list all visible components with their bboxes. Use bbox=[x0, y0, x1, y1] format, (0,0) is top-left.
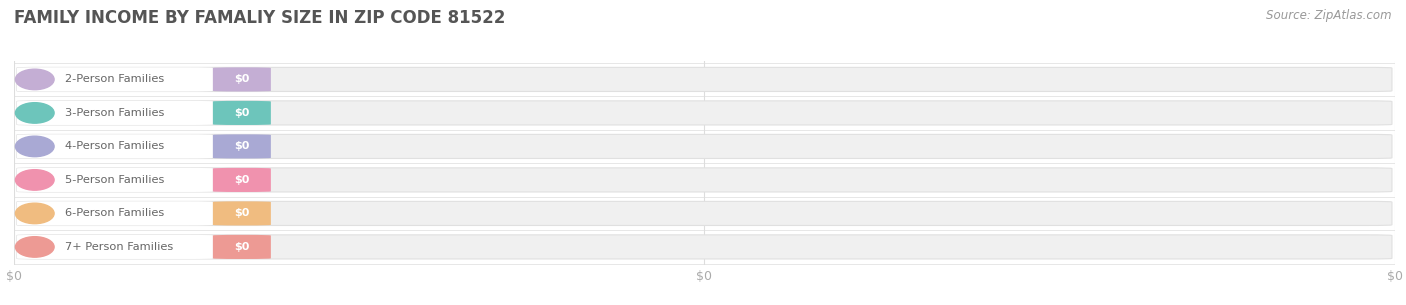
Text: Source: ZipAtlas.com: Source: ZipAtlas.com bbox=[1267, 9, 1392, 22]
Text: 4-Person Families: 4-Person Families bbox=[65, 142, 165, 151]
FancyBboxPatch shape bbox=[17, 135, 212, 159]
FancyBboxPatch shape bbox=[17, 201, 212, 225]
Text: 2-Person Families: 2-Person Families bbox=[65, 74, 165, 84]
Text: 3-Person Families: 3-Person Families bbox=[65, 108, 165, 118]
Ellipse shape bbox=[15, 103, 53, 123]
Text: $0: $0 bbox=[235, 242, 249, 252]
FancyBboxPatch shape bbox=[212, 168, 271, 192]
FancyBboxPatch shape bbox=[212, 135, 271, 159]
FancyBboxPatch shape bbox=[17, 201, 1392, 225]
Text: 5-Person Families: 5-Person Families bbox=[65, 175, 165, 185]
Ellipse shape bbox=[15, 170, 53, 190]
FancyBboxPatch shape bbox=[212, 201, 271, 225]
Text: FAMILY INCOME BY FAMALIY SIZE IN ZIP CODE 81522: FAMILY INCOME BY FAMALIY SIZE IN ZIP COD… bbox=[14, 9, 505, 27]
Text: $0: $0 bbox=[235, 208, 249, 218]
Ellipse shape bbox=[15, 203, 53, 224]
FancyBboxPatch shape bbox=[17, 168, 212, 192]
FancyBboxPatch shape bbox=[17, 67, 212, 92]
FancyBboxPatch shape bbox=[17, 67, 1392, 92]
FancyBboxPatch shape bbox=[17, 101, 1392, 125]
Text: $0: $0 bbox=[235, 108, 249, 118]
FancyBboxPatch shape bbox=[212, 235, 271, 259]
FancyBboxPatch shape bbox=[17, 235, 212, 259]
FancyBboxPatch shape bbox=[17, 101, 212, 125]
FancyBboxPatch shape bbox=[212, 101, 271, 125]
Ellipse shape bbox=[15, 69, 53, 90]
Text: $0: $0 bbox=[235, 142, 249, 151]
Text: $0: $0 bbox=[235, 175, 249, 185]
Ellipse shape bbox=[15, 136, 53, 157]
FancyBboxPatch shape bbox=[212, 67, 271, 92]
FancyBboxPatch shape bbox=[17, 135, 1392, 159]
Text: $0: $0 bbox=[235, 74, 249, 84]
FancyBboxPatch shape bbox=[17, 168, 1392, 192]
Text: 6-Person Families: 6-Person Families bbox=[65, 208, 165, 218]
Ellipse shape bbox=[15, 237, 53, 257]
Text: 7+ Person Families: 7+ Person Families bbox=[65, 242, 173, 252]
FancyBboxPatch shape bbox=[17, 235, 1392, 259]
